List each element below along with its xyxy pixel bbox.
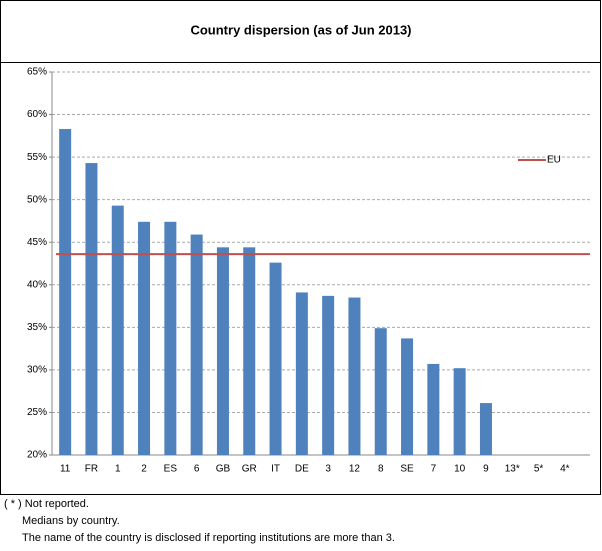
bar [138,221,151,455]
y-tick-label: 55% [27,152,47,163]
x-tick-label: 6 [194,464,200,475]
legend-label: EU [547,155,561,166]
y-tick-label: 50% [27,194,47,205]
chart-border [0,0,601,495]
bar [269,262,282,455]
x-tick-label: 12 [349,464,361,475]
x-tick-label: 7 [431,464,437,475]
y-tick-label: 40% [27,279,47,290]
x-tick-label: 9 [483,464,489,475]
x-tick-label: 3 [325,464,331,475]
x-tick-label: GB [216,464,231,475]
x-tick-label: FR [85,464,98,475]
bar [190,234,203,455]
bar [243,247,256,455]
x-tick-label: 5* [534,464,544,475]
x-tick-label: 1 [115,464,121,475]
bar [295,292,308,455]
x-tick-label: 2 [141,464,147,475]
x-tick-label: 11 [60,464,71,475]
y-tick-label: 20% [27,450,47,461]
y-tick-label: 35% [27,322,47,333]
bar [401,338,414,455]
chart: Country dispersion (as of Jun 2013) 20% 2… [0,0,601,495]
x-tick-label: GR [242,464,257,475]
y-tick-label: 60% [27,109,47,120]
bar [111,205,124,455]
x-tick-label: 10 [454,464,466,475]
bar [164,221,177,455]
bar [479,403,492,455]
bar [59,129,72,455]
x-tick-label: 13* [505,464,520,475]
y-tick-label: 45% [27,237,47,248]
footnote: Medians by country. [22,515,120,527]
x-tick-label: IT [271,464,280,475]
y-tick-label: 30% [27,365,47,376]
bar [348,297,361,455]
bar [216,247,229,455]
bar [322,295,335,455]
y-tick-label: 65% [27,67,47,78]
bar [453,368,466,455]
y-tick-label: 25% [27,407,47,418]
bar [427,363,440,455]
x-tick-label: SE [400,464,414,475]
bar [85,163,98,455]
x-tick-label: ES [164,464,178,475]
x-tick-label: 4* [560,464,570,475]
footnote: ( * ) Not reported. [4,498,89,510]
chart-title: Country dispersion (as of Jun 2013) [190,22,411,37]
x-tick-label: 8 [378,464,384,475]
bar [374,328,387,455]
x-tick-label: DE [295,464,309,475]
footnote: The name of the country is disclosed if … [22,532,395,544]
